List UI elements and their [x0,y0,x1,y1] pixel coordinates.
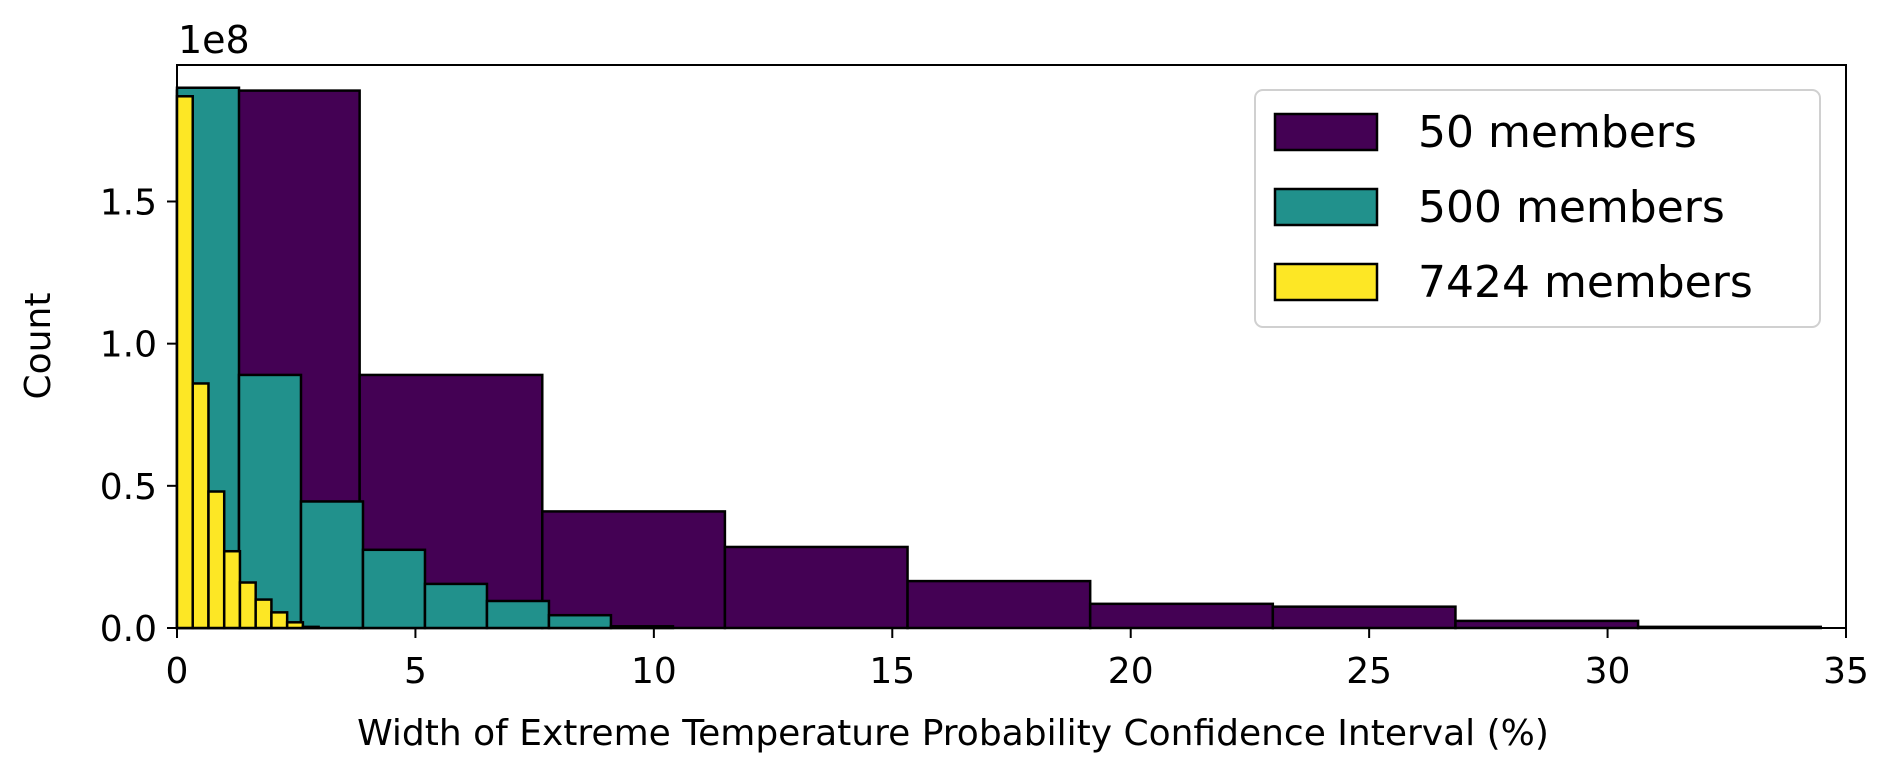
plot-frame [176,64,1847,629]
bar [723,545,909,630]
x-tick-label: 0 [166,651,189,692]
y-tick-label: 1.0 [100,325,157,366]
legend: 50 members 500 members 7424 members [1254,89,1821,328]
x-tick-label: 30 [1585,651,1631,692]
histogram-bars [175,86,1822,630]
legend-swatch [1273,187,1379,227]
legend-label: 7424 members [1418,257,1753,308]
bar [541,510,727,630]
bar [299,500,365,630]
x-tick-label: 5 [404,651,427,692]
series-2 [175,95,320,630]
legend-box [1254,89,1821,328]
bar [1271,605,1457,630]
legend-label: 50 members [1418,107,1697,158]
bar [238,581,257,630]
bar [423,582,489,630]
y-tick-label: 0.0 [100,609,157,650]
bar [485,599,551,630]
y-tick-label: 0.5 [100,467,157,508]
bar [175,95,194,630]
x-tick-label: 25 [1346,651,1392,692]
y-tick-label: 1.5 [100,182,157,223]
bar [547,613,613,630]
legend-swatch [1273,112,1379,152]
y-axis: 0.0 0.5 1.0 1.5 [100,182,177,650]
bar [361,548,427,630]
bar [254,598,273,630]
legend-label: 500 members [1418,182,1725,233]
bar [207,490,226,630]
series-0 [175,89,1822,630]
x-tick-label: 10 [631,651,677,692]
bar [1088,602,1275,630]
y-offset-label: 1e8 [178,18,250,62]
bar [222,549,242,630]
x-tick-label: 20 [1108,651,1154,692]
y-axis-label: Count [18,293,59,400]
bar [1454,619,1640,630]
bar [191,382,210,630]
x-axis: 0 5 10 15 20 25 30 35 [166,628,1869,692]
legend-swatch [1273,262,1379,302]
bar [270,611,289,630]
x-axis-label: Width of Extreme Temperature Probability… [357,713,1549,754]
x-tick-label: 35 [1823,651,1869,692]
bar [906,579,1092,630]
x-tick-label: 15 [869,651,915,692]
